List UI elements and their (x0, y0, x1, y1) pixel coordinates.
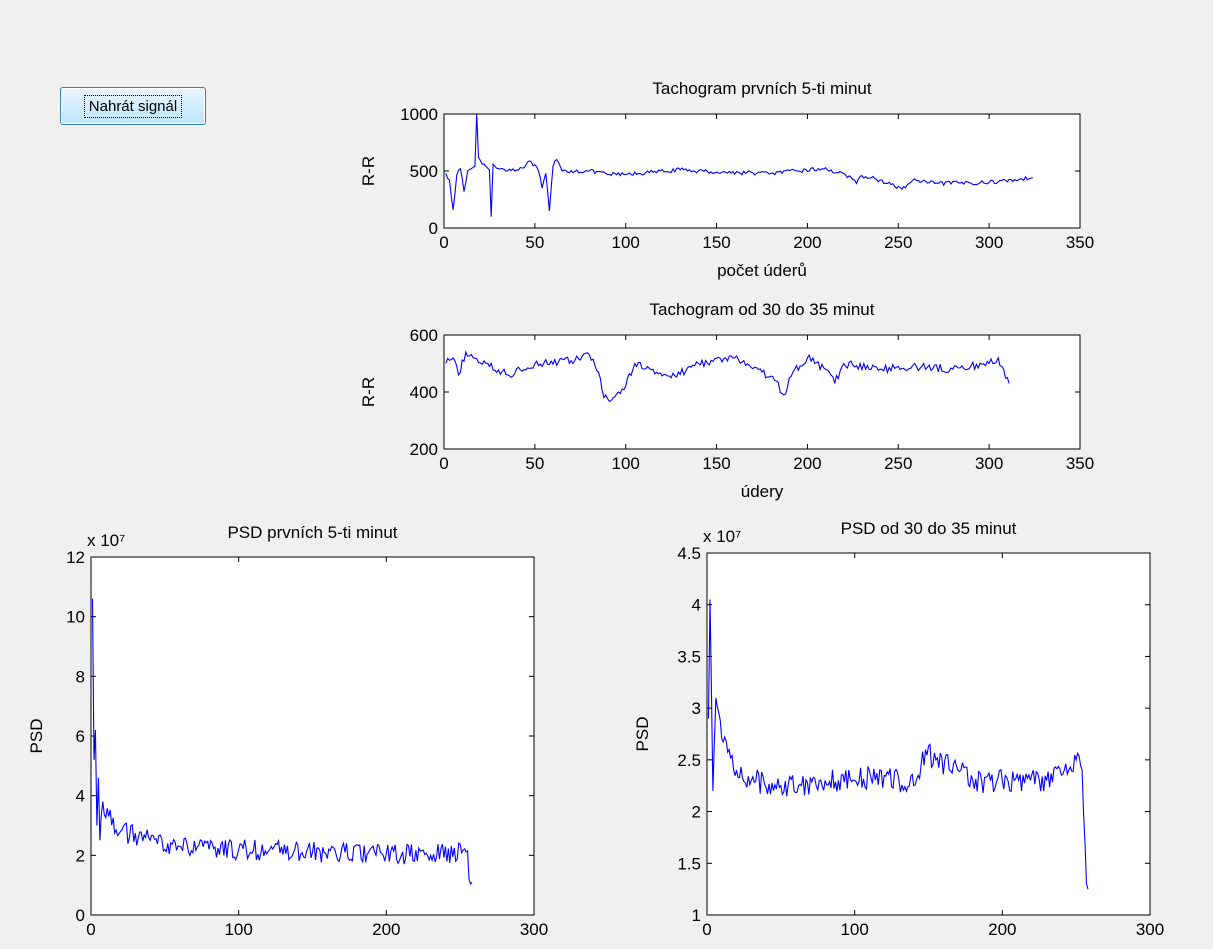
y-axis-multiplier: x 10⁷ (87, 531, 125, 550)
y-axis-label: PSD (27, 719, 46, 754)
series-line (445, 113, 1033, 217)
y-tick-label: 600 (410, 326, 438, 345)
x-tick-label: 350 (1066, 233, 1094, 252)
y-tick-label: 1000 (400, 105, 438, 124)
y-tick-label: 1.5 (677, 854, 701, 873)
x-axis-label: počet úderů (717, 261, 807, 280)
y-axis-multiplier: x 10⁷ (703, 527, 741, 546)
chart-psd1: 0 100 200 300 0 2 4 6 8 10 12 PSD prvních 5-ti minu… (27, 523, 548, 939)
y-axis-label: R-R (359, 156, 378, 186)
y-tick-label: 0 (429, 219, 438, 238)
x-tick-label: 150 (702, 454, 730, 473)
y-tick-label: 8 (76, 667, 85, 686)
y-tick-label: 6 (76, 727, 85, 746)
x-tick-label: 350 (1066, 454, 1094, 473)
y-tick-label: 2 (76, 846, 85, 865)
y-tick-label: 4.5 (677, 544, 701, 563)
x-tick-label: 200 (372, 920, 400, 939)
plot-area (443, 113, 1081, 229)
y-tick-label: 3 (692, 699, 701, 718)
series-line (707, 599, 1089, 890)
y-tick-label: 4 (692, 596, 701, 615)
x-axis-label: údery (741, 482, 784, 501)
x-tick-label: 50 (525, 454, 544, 473)
x-tick-label: 0 (439, 454, 448, 473)
x-tick-label: 300 (975, 454, 1003, 473)
y-tick-label: 4 (76, 787, 85, 806)
x-tick-label: 200 (988, 920, 1016, 939)
y-tick-label: 400 (410, 383, 438, 402)
x-tick-label: 250 (884, 233, 912, 252)
y-tick-label: 2.5 (677, 751, 701, 770)
x-tick-label: 150 (702, 233, 730, 252)
x-tick-label: 200 (793, 233, 821, 252)
plot-area (90, 556, 535, 916)
x-tick-label: 300 (1136, 920, 1164, 939)
y-tick-label: 200 (410, 440, 438, 459)
y-tick-label: 0 (76, 906, 85, 925)
x-tick-label: 0 (702, 920, 711, 939)
x-tick-label: 0 (439, 233, 448, 252)
x-tick-label: 100 (840, 920, 868, 939)
y-axis-label: R-R (359, 377, 378, 407)
x-tick-label: 250 (884, 454, 912, 473)
x-tick-label: 0 (86, 920, 95, 939)
y-tick-label: 1 (692, 906, 701, 925)
chart-title: PSD prvních 5-ti minut (227, 523, 397, 542)
plot-area (706, 552, 1151, 916)
x-tick-label: 200 (793, 454, 821, 473)
chart-tach1: 0 50 100 150 200 250 300 350 0 500 1000 Tachogram p… (359, 79, 1094, 280)
chart-title: PSD od 30 do 35 minut (841, 519, 1017, 538)
plot-area (443, 334, 1081, 450)
x-tick-label: 300 (975, 233, 1003, 252)
y-tick-label: 2 (692, 803, 701, 822)
y-tick-label: 12 (66, 548, 85, 567)
chart-tach2: 0 50 100 150 200 250 300 350 200 400 600 Tachogram … (359, 300, 1094, 501)
x-tick-label: 100 (224, 920, 252, 939)
chart-title: Tachogram od 30 do 35 minut (650, 300, 875, 319)
y-tick-label: 500 (410, 162, 438, 181)
y-axis-label: PSD (633, 717, 652, 752)
load-signal-button-label: Nahrát signál (83, 94, 183, 118)
series-line (91, 598, 473, 885)
x-tick-label: 300 (520, 920, 548, 939)
chart-psd2: 0 100 200 300 1 1.5 2 2.5 3 3.5 4 4.5 PSD od 30 do 3… (633, 519, 1164, 939)
x-tick-label: 100 (612, 233, 640, 252)
y-tick-label: 3.5 (677, 647, 701, 666)
x-tick-label: 50 (525, 233, 544, 252)
x-tick-label: 100 (612, 454, 640, 473)
series-line (445, 350, 1010, 403)
load-signal-button[interactable]: Nahrát signál (60, 87, 206, 125)
chart-title: Tachogram prvních 5-ti minut (652, 79, 871, 98)
y-tick-label: 10 (66, 608, 85, 627)
